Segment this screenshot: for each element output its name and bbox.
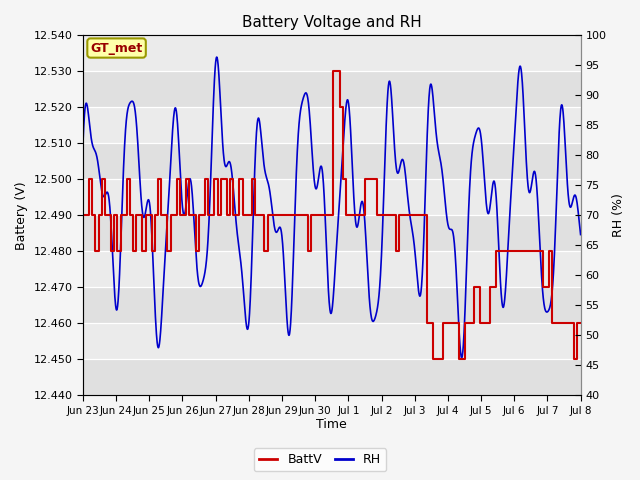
Bar (83, 108, 580, 144)
Bar (83, 180, 580, 215)
Bar (83, 215, 580, 251)
Y-axis label: Battery (V): Battery (V) (15, 181, 28, 250)
Bar (83, 72, 580, 108)
Bar (83, 359, 580, 395)
X-axis label: Time: Time (316, 419, 347, 432)
Bar (83, 323, 580, 359)
Title: Battery Voltage and RH: Battery Voltage and RH (242, 15, 422, 30)
Y-axis label: RH (%): RH (%) (612, 193, 625, 237)
Bar (83, 287, 580, 323)
Bar (83, 36, 580, 72)
Text: GT_met: GT_met (90, 42, 143, 55)
Bar (83, 251, 580, 287)
Legend: BattV, RH: BattV, RH (253, 448, 387, 471)
Bar (83, 144, 580, 180)
